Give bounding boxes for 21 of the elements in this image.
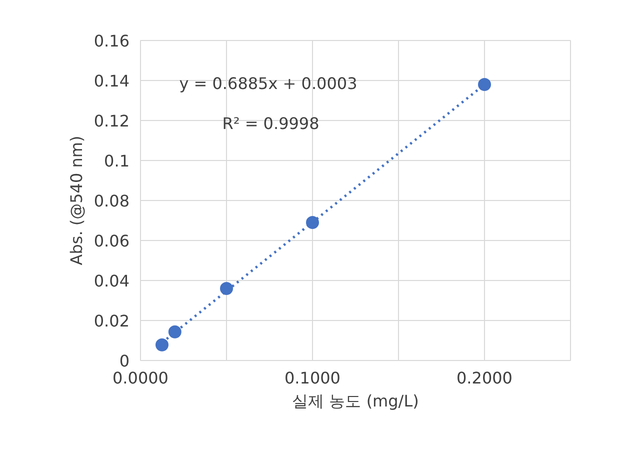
y-tick-label: 0.1 [104, 152, 130, 170]
point [478, 78, 491, 91]
x-tick-label: 0.1000 [284, 368, 340, 388]
y-tick-label: 0.12 [94, 112, 130, 130]
annotation: y = 0.6885x + 0.0003 [179, 74, 358, 93]
point [156, 338, 168, 352]
point [306, 216, 319, 229]
x-axis-title: 실제 농도 (mg/L) [292, 392, 419, 410]
x-tick-label: 0.2000 [456, 368, 512, 388]
y-tick-label: 0.02 [94, 312, 130, 330]
annotation: R² = 0.9998 [222, 114, 320, 133]
point [220, 282, 233, 295]
y-tick-label: 0.16 [94, 32, 130, 50]
x-tick-label: 0.0000 [112, 368, 168, 388]
y-tick-label: 0.08 [94, 192, 130, 210]
point [168, 325, 182, 338]
y-tick-label: 0.14 [94, 72, 130, 90]
y-tick-label: 0.04 [94, 272, 130, 290]
y-tick-label: 0 [119, 352, 130, 370]
y-axis-title: Abs. (@540 nm) [66, 136, 86, 266]
y-tick-label: 0.06 [94, 232, 130, 250]
